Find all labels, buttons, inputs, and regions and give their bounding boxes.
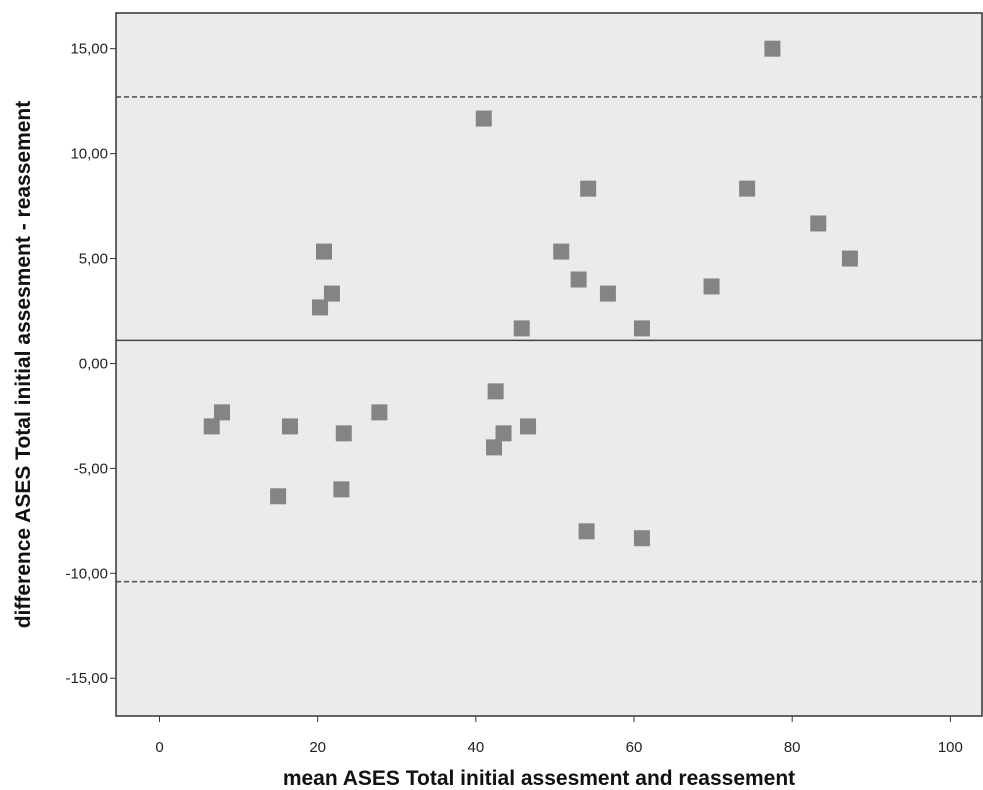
y-tick-label: -5,00 xyxy=(74,460,108,477)
data-point xyxy=(203,418,220,435)
x-tick-label: 40 xyxy=(468,739,485,756)
y-tick-label: -10,00 xyxy=(65,565,108,582)
data-point xyxy=(323,285,340,302)
data-point xyxy=(764,40,781,57)
data-point xyxy=(739,180,756,197)
data-point xyxy=(270,488,287,505)
y-tick-label: 0,00 xyxy=(79,355,108,372)
x-tick-label: 100 xyxy=(938,739,963,756)
data-point xyxy=(633,320,650,337)
data-point xyxy=(371,404,388,421)
data-points xyxy=(203,40,858,547)
data-point xyxy=(520,418,537,435)
y-tick-label: 5,00 xyxy=(79,251,108,268)
data-point xyxy=(633,530,650,547)
x-axis-title: mean ASES Total initial assesment and re… xyxy=(283,767,795,790)
data-point xyxy=(487,383,504,400)
data-point xyxy=(599,285,616,302)
y-tick-label: -15,00 xyxy=(65,670,108,687)
y-axis-title: difference ASES Total initial assesment … xyxy=(12,101,35,629)
y-tick-label: 15,00 xyxy=(70,41,108,58)
y-tick-label: 10,00 xyxy=(70,146,108,163)
x-axis: 0 20 40 60 80 100 xyxy=(155,716,963,756)
data-point xyxy=(513,320,530,337)
data-point xyxy=(213,404,230,421)
data-point xyxy=(580,180,597,197)
x-tick-label: 0 xyxy=(155,739,163,756)
data-point xyxy=(281,418,298,435)
x-tick-label: 80 xyxy=(784,739,801,756)
plot-area xyxy=(115,12,983,717)
x-tick-label: 60 xyxy=(626,739,643,756)
data-point xyxy=(841,250,858,267)
data-point xyxy=(475,110,492,127)
data-point xyxy=(578,523,595,540)
data-point xyxy=(495,425,512,442)
data-point xyxy=(312,299,329,316)
data-point xyxy=(335,425,352,442)
data-point xyxy=(703,278,720,295)
data-point xyxy=(486,439,503,456)
data-point xyxy=(570,271,587,288)
data-point xyxy=(553,243,570,260)
data-point xyxy=(315,243,332,260)
data-point xyxy=(333,481,350,498)
y-axis: 15,00 10,00 5,00 0,00 -5,00 -10,00 -15,00 xyxy=(65,41,116,687)
reference-lines xyxy=(116,96,982,583)
x-tick-label: 20 xyxy=(309,739,326,756)
data-point xyxy=(810,215,827,232)
